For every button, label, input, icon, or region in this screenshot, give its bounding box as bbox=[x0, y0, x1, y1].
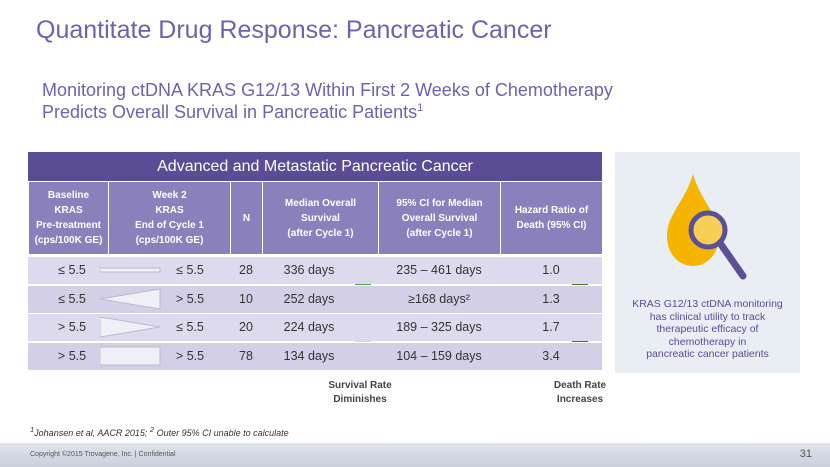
header-line: Survival bbox=[301, 212, 340, 224]
cell: 1.3 bbox=[542, 291, 560, 306]
footer: Copyright ©2015 Trovagene, Inc. | Confid… bbox=[0, 443, 830, 467]
trend-shape bbox=[100, 267, 161, 273]
cell: > 5.5 bbox=[175, 348, 205, 363]
shape bbox=[100, 288, 161, 310]
header-line: KRAS bbox=[54, 205, 83, 216]
survival-note: Survival Rate Diminishes bbox=[300, 379, 420, 407]
subtitle-text: Predicts Overall Survival in Pancreatic … bbox=[42, 102, 418, 122]
cell: ≤ 5.5 bbox=[58, 263, 86, 277]
cell: 235 – 461 days bbox=[396, 263, 482, 277]
trend-shape bbox=[100, 346, 161, 366]
cell: 3.4 bbox=[542, 348, 560, 363]
death-note: Death Rate Increases bbox=[520, 379, 640, 407]
subtitle-line: Monitoring ctDNA KRAS G12/13 Within Firs… bbox=[42, 80, 613, 100]
side-panel: KRAS G12/13 ctDNA monitoring has clinical… bbox=[615, 152, 800, 373]
cell: 252 days bbox=[283, 291, 335, 306]
side-line: has clinical utility to track bbox=[649, 310, 766, 323]
header-line: N bbox=[242, 212, 251, 224]
header-line: Baseline bbox=[47, 190, 90, 201]
header-line: 95% CI for Median bbox=[396, 197, 483, 209]
cell: 189 – 325 days bbox=[396, 320, 482, 335]
cell: > 5.5 bbox=[175, 291, 205, 306]
header-line: (cps/100K GE) bbox=[135, 235, 204, 246]
column-header: 95% CI for Median Overall Survival (after … bbox=[378, 182, 500, 254]
header-line: Overall Survival bbox=[401, 212, 478, 224]
cell: ≤ 5.5 bbox=[176, 320, 204, 335]
shape bbox=[100, 267, 161, 273]
column-header: Baseline KRAS Pre-treatment (cps/100K GE) bbox=[28, 182, 108, 254]
superscript: 1 bbox=[417, 102, 424, 114]
header-line: Hazard Ratio of bbox=[514, 205, 589, 216]
cell: 104 – 159 days bbox=[396, 348, 482, 363]
cell: 224 days bbox=[283, 320, 335, 335]
header-line: (after Cycle 1) bbox=[406, 227, 473, 239]
superscript: 1 bbox=[30, 425, 35, 434]
trend-shape bbox=[100, 316, 161, 338]
cell: 28 bbox=[239, 263, 253, 277]
cell: ≤ 5.5 bbox=[176, 263, 204, 277]
header-line: End of Cycle 1 bbox=[135, 220, 204, 231]
header-line: (cps/100K GE) bbox=[34, 235, 103, 246]
title: Quantitate Drug Response: Pancreatic Can… bbox=[36, 16, 552, 44]
cell: 1.7 bbox=[542, 320, 560, 335]
header-line: Pre-treatment bbox=[35, 220, 102, 231]
trend-shape bbox=[100, 288, 161, 310]
handle bbox=[716, 239, 747, 280]
cell: 10 bbox=[239, 291, 253, 306]
cell: 336 days bbox=[283, 263, 335, 277]
note-line: Survival Rate bbox=[328, 380, 392, 391]
shape bbox=[100, 316, 161, 338]
header-line: Week 2 bbox=[152, 190, 187, 201]
note-line: Diminishes bbox=[333, 394, 387, 405]
cell: ≤ 5.5 bbox=[58, 291, 86, 306]
note-line: Death Rate bbox=[553, 380, 607, 391]
superscript: 2 bbox=[149, 425, 155, 434]
cell: > 5.5 bbox=[57, 348, 87, 363]
shape bbox=[100, 346, 161, 366]
side-line: therapeutic efficacy of bbox=[656, 323, 759, 335]
copyright: Copyright ©2015 Trovagene, Inc. | Confid… bbox=[30, 451, 176, 458]
side-line: chemotherapy in bbox=[668, 335, 747, 348]
cell: > 5.5 bbox=[57, 320, 87, 335]
column-header: N bbox=[230, 182, 262, 254]
header-line: Median Overall bbox=[284, 197, 357, 209]
side-line: pancreatic cancer patients bbox=[646, 348, 769, 360]
table-banner: Advanced and Metastatic Pancreatic Cance… bbox=[28, 152, 602, 181]
cell: 20 bbox=[239, 320, 253, 335]
cell: 78 bbox=[239, 348, 253, 363]
subtitle-line: Predicts Overall Survival in Pancreatic … bbox=[42, 102, 423, 123]
column-header: Hazard Ratio of Death (95% CI) bbox=[500, 182, 602, 254]
footnote-text: Outer 95% CI unable to calculate bbox=[154, 428, 289, 438]
header-line: Death (95% CI) bbox=[516, 220, 587, 231]
lens bbox=[688, 210, 728, 250]
cell: 1.0 bbox=[542, 263, 560, 277]
column-header: Week 2 KRAS End of Cycle 1 (cps/100K GE) bbox=[108, 182, 230, 254]
page-number: 31 bbox=[799, 448, 812, 460]
header-line: KRAS bbox=[155, 205, 184, 216]
side-line: KRAS G12/13 ctDNA monitoring bbox=[632, 298, 783, 310]
column-header: Median Overall Survival (after Cycle 1) bbox=[262, 182, 378, 254]
drop-icon bbox=[667, 174, 747, 280]
note-line: Increases bbox=[556, 394, 604, 405]
side-text: KRAS G12/13 ctDNA monitoring has clinical… bbox=[615, 298, 800, 361]
header-line: (after Cycle 1) bbox=[287, 227, 354, 239]
cell: 134 days bbox=[283, 348, 335, 363]
footnote-text: Johansen et al, AACR 2015; bbox=[34, 428, 150, 438]
cell: ≥168 days² bbox=[408, 291, 470, 306]
footnote: 1Johansen et al, AACR 2015; 2 Outer 95% … bbox=[30, 425, 289, 438]
